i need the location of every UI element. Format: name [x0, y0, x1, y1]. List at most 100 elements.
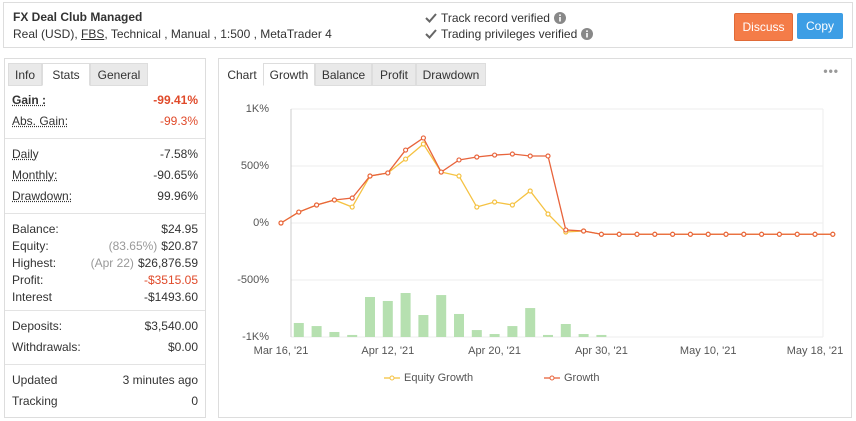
point — [509, 151, 515, 157]
stat-value: -$3515.05 — [144, 272, 198, 289]
bar — [400, 292, 411, 337]
stat-value-text: -$1493.60 — [143, 290, 198, 304]
x-tick-label: Apr 30, '21 — [575, 345, 628, 357]
bar — [560, 324, 571, 337]
y-tick-label: -1K% — [242, 331, 269, 343]
stats-tab[interactable]: Stats — [42, 63, 90, 86]
stat-row: Drawdown: 99.96% — [12, 188, 198, 205]
stat-value-text: $3,540.00 — [144, 319, 198, 333]
stat-label: Updated — [12, 373, 58, 387]
point — [474, 154, 480, 160]
verified-item: Track record verified — [425, 10, 589, 26]
bar — [489, 334, 500, 337]
stat-label: Deposits: — [12, 319, 63, 333]
point — [492, 152, 498, 158]
stat-value-text: -7.58% — [159, 147, 198, 161]
stat-row: Updated 3 minutes ago — [12, 372, 198, 389]
chart: 1K% 500% 0% -500% -1K% Mar 16, '21 Apr 12, '21… — [237, 103, 843, 384]
stat-value-text: $0.00 — [167, 340, 198, 354]
stats-tab[interactable]: General — [90, 63, 148, 86]
discuss-button[interactable]: Discuss — [734, 13, 793, 41]
stat-value-text: -99.41% — [153, 93, 198, 107]
bar — [347, 334, 358, 337]
legend-label[interactable]: Growth — [564, 372, 599, 384]
legend-marker — [389, 375, 395, 381]
stat-label: Monthly: — [12, 168, 58, 182]
verified-text: Trading privileges verified — [441, 27, 578, 41]
stats-tab[interactable]: Info — [8, 63, 42, 86]
point — [456, 173, 462, 179]
point — [545, 211, 551, 217]
stat-value-text: $26,876.59 — [137, 256, 198, 270]
point — [420, 135, 426, 141]
point — [794, 231, 800, 237]
info-icon[interactable] — [553, 12, 566, 24]
chart-tab[interactable]: Chart — [221, 63, 263, 86]
point — [545, 153, 551, 159]
menu-dots[interactable]: ••• — [823, 64, 839, 78]
account: Real (USD), FBS, Technical , Manual , 1:… — [13, 27, 332, 41]
stat-row: Balance: $24.95 — [12, 221, 198, 238]
point — [278, 220, 284, 226]
chart-tab[interactable]: Drawdown — [416, 63, 486, 86]
point — [634, 231, 640, 237]
stat-row: Abs. Gain: -99.3% — [12, 113, 198, 130]
verified-text: Track record verified — [441, 11, 550, 25]
stat-label: Equity: — [12, 239, 49, 253]
stat-value-text: -99.3% — [159, 114, 198, 128]
separator — [5, 213, 205, 214]
header: FX Deal Club Managed Real (USD), FBS, Te… — [3, 2, 853, 48]
copy-button[interactable]: Copy — [797, 13, 843, 39]
account-type: Real (USD), — [13, 27, 78, 41]
point — [403, 156, 409, 162]
point — [349, 195, 355, 201]
stat-value: -7.58% — [160, 146, 198, 163]
point — [830, 231, 836, 237]
point — [776, 231, 783, 237]
stats-panel: Info Stats General Gain : -99.41% Abs. Gain:… — [4, 58, 206, 418]
point — [331, 197, 338, 203]
point — [367, 173, 373, 179]
y-tick-label: 1K% — [246, 103, 269, 115]
point — [474, 204, 480, 210]
point — [652, 231, 658, 237]
x-tick-label: May 10, '21 — [680, 345, 737, 357]
stat-value-text: 3 minutes ago — [122, 373, 198, 387]
stat-row: Tracking 0 — [12, 393, 198, 410]
bar — [329, 331, 340, 337]
line — [280, 143, 833, 235]
x-tick-label: Mar 16, '21 — [254, 345, 309, 357]
stat-row: Gain : -99.41% — [12, 92, 198, 109]
chart-tab[interactable]: Balance — [315, 63, 372, 86]
point — [403, 147, 409, 153]
stat-value: $24.95 — [161, 221, 198, 238]
stat-value: 99.96% — [157, 188, 198, 205]
stat-label: Gain : — [12, 93, 47, 107]
bar — [365, 296, 375, 337]
chart-panel: Chart Growth Balance Profit Drawdown ••• 1K%… — [218, 58, 852, 418]
bar — [311, 326, 322, 337]
stat-value-text: -90.65% — [153, 168, 198, 182]
point — [349, 204, 355, 210]
legend-label[interactable]: Equity Growth — [404, 372, 473, 384]
info-icon[interactable] — [581, 28, 594, 40]
line — [280, 137, 833, 235]
stat-value: -99.41% — [153, 92, 198, 109]
stat-row: Daily -7.58% — [12, 146, 198, 163]
stat-value: $0.00 — [168, 339, 198, 356]
broker-link[interactable]: FBS — [81, 27, 105, 41]
point — [313, 202, 320, 208]
point — [723, 231, 729, 237]
stat-value-text: $24.95 — [161, 222, 198, 236]
point — [527, 188, 533, 194]
stat-row: Deposits: $3,540.00 — [12, 318, 198, 335]
point — [670, 231, 676, 237]
chart-tab[interactable]: Growth — [263, 63, 315, 86]
bar — [596, 334, 607, 337]
stat-value: -99.3% — [160, 113, 198, 130]
chart-tab[interactable]: Profit — [372, 63, 416, 86]
point — [581, 228, 587, 234]
stat-value: (83.65%) $20.87 — [109, 238, 198, 255]
stat-value: $3,540.00 — [145, 318, 198, 335]
point — [598, 231, 604, 237]
